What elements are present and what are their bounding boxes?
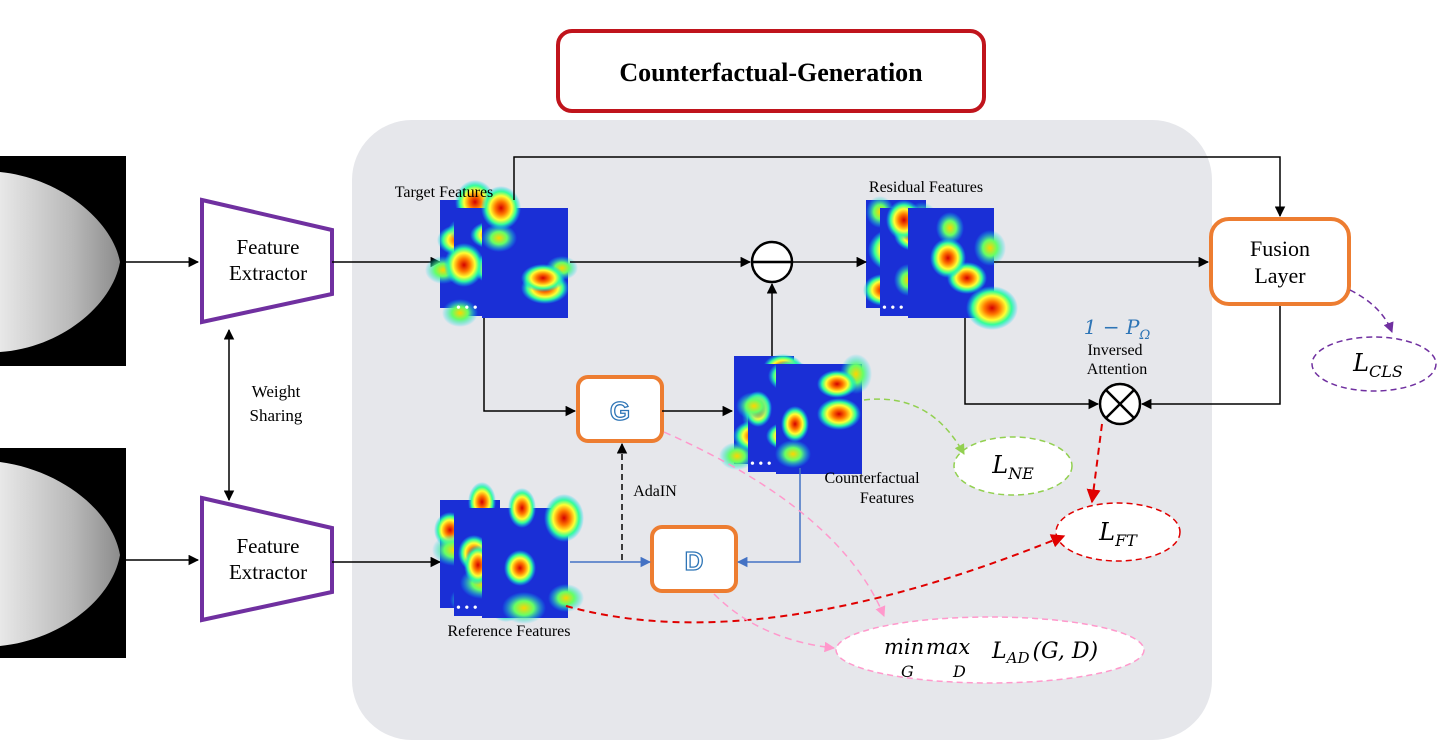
ellipsis-dots: • • • [456,301,478,316]
svg-text:LAD(G, D): LAD (G, D) [991,639,1098,667]
feature-map-sheet [908,208,1018,330]
arrow-target-to-fusion-skip [513,156,1286,218]
weight-sharing-label: Weight Sharing [250,382,303,425]
loss-ad: min max G D LAD (G, D) [835,616,1145,684]
residual-features-heatmaps: • • • [863,196,1018,330]
svg-text:LFT: LFT [1098,518,1138,550]
inversed-attention-label: Inversed Attention [1087,342,1147,378]
feature-map-sheet [775,354,872,474]
counterfactual-features-label: Counterfactual Features [824,470,920,507]
ellipsis-dots: • • • [456,601,478,616]
discriminator-box [650,525,738,593]
counterfactual-features-heatmaps: • • • [719,354,872,474]
svg-text:LCLS: LCLS [1352,349,1403,381]
svg-text:G: G [901,662,914,681]
subtract-operator [750,240,794,284]
svg-text:LNE: LNE [991,451,1034,483]
fusion-layer-box [1209,217,1351,306]
feature-extractor-top-shape [200,197,334,325]
arrow-reference-to-ft-loss [565,534,1066,624]
ellipsis-dots: • • • [750,457,772,472]
generator-box [576,375,664,443]
ellipsis-dots: • • • [882,301,904,316]
svg-text:min: min [884,635,924,659]
arrow-fusion-to-multiply [1140,306,1281,410]
fusion-layer-label: Fusion Layer [1250,236,1310,288]
feature-extractor-top-label: Feature Extractor [229,235,307,285]
mammogram-image-bottom [0,448,126,658]
multiply-operator [1098,382,1142,426]
svg-text:D: D [952,662,966,681]
title: Counterfactual-Generation [619,58,923,87]
mammogram-image-top [0,156,126,366]
arrow-counterfactual-to-discriminator [736,468,801,568]
target-features-label: Target Features [395,184,494,201]
svg-text:max: max [926,635,970,659]
reference-features-heatmaps: • • • [432,482,584,624]
inversed-attention-formula: 1 − PΩ [1084,315,1151,343]
arrow-counterfactual-to-ne-loss [863,398,965,455]
feature-extractor-bottom-shape [200,495,334,623]
title-box [556,29,986,113]
feature-map-sheet [482,488,584,624]
loss-cls: LCLS [1311,336,1437,392]
target-features-heatmaps: • • • [425,180,578,327]
arrow-discriminator-to-ad-loss [713,593,836,653]
generator-label: G [610,396,630,426]
discriminator-label: D [685,546,704,576]
loss-ft: LFT [1055,502,1181,562]
arrow-fusion-to-cls-loss [1349,289,1394,333]
loss-ne: LNE [953,436,1073,496]
arrow-multiply-to-ft-loss [1086,423,1103,504]
reference-features-label: Reference Features [447,623,570,640]
feature-map-sheet [481,186,578,318]
arrow-target-to-generator [483,318,577,417]
adain-label: AdaIN [633,483,677,500]
residual-features-label: Residual Features [869,179,983,196]
arrow-residual-to-multiply [964,318,1100,410]
feature-extractor-bottom-label: Feature Extractor [229,534,307,584]
